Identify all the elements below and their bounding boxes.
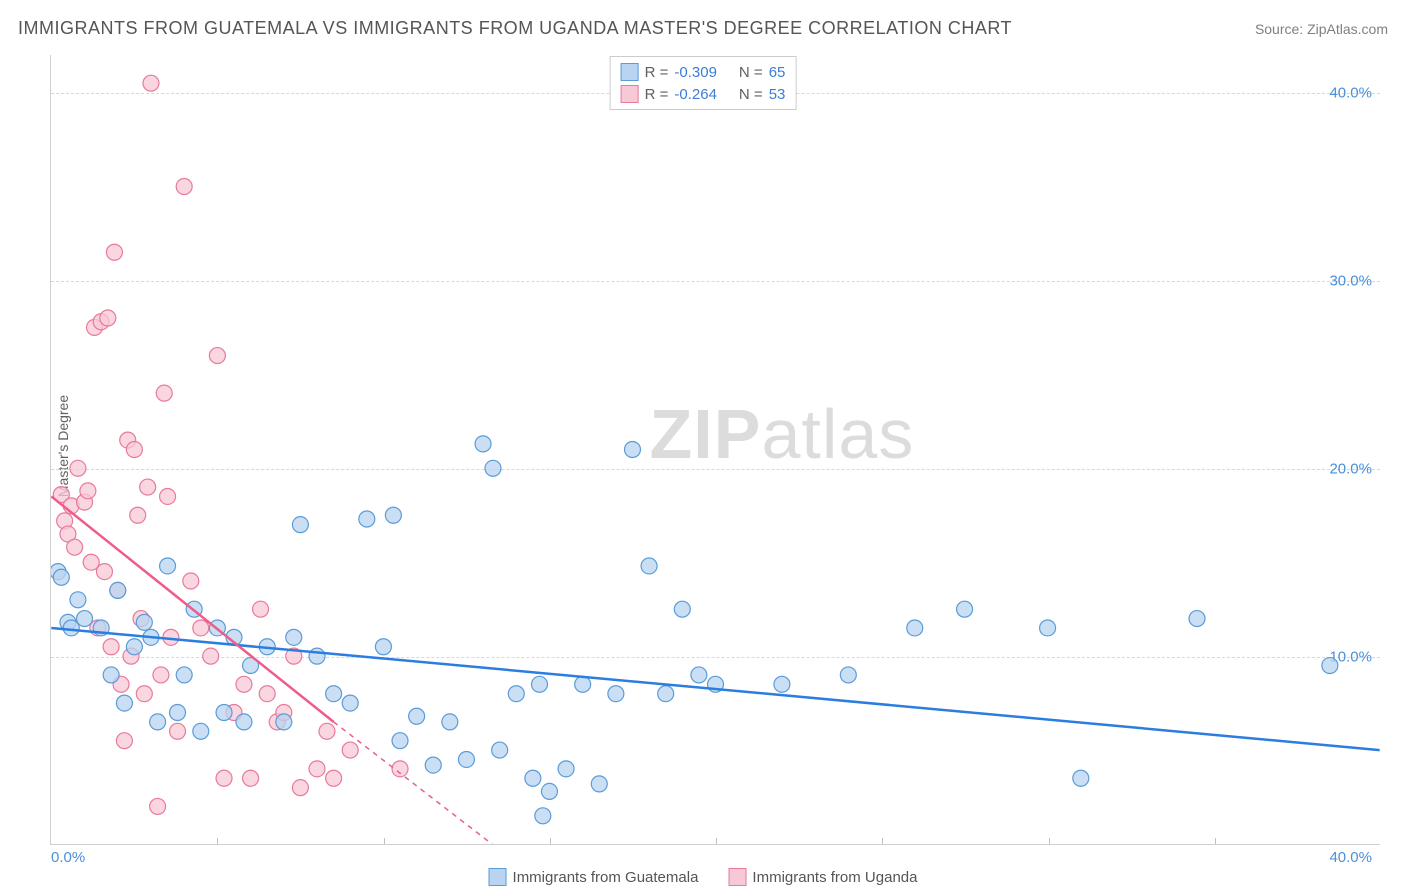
chart-svg	[51, 55, 1380, 844]
legend-item-uganda: Immigrants from Uganda	[728, 868, 917, 886]
swatch-uganda	[621, 85, 639, 103]
swatch-guatemala-icon	[489, 868, 507, 886]
swatch-uganda-icon	[728, 868, 746, 886]
chart-title: IMMIGRANTS FROM GUATEMALA VS IMMIGRANTS …	[18, 18, 1012, 39]
legend-stats-row-guatemala: R = -0.309 N = 65	[621, 61, 786, 83]
xtick-min: 0.0%	[51, 849, 85, 866]
legend-item-guatemala: Immigrants from Guatemala	[489, 868, 699, 886]
legend-stats-row-uganda: R = -0.264 N = 53	[621, 83, 786, 105]
legend-series: Immigrants from Guatemala Immigrants fro…	[489, 868, 918, 886]
legend-stats: R = -0.309 N = 65 R = -0.264 N = 53	[610, 56, 797, 110]
title-bar: IMMIGRANTS FROM GUATEMALA VS IMMIGRANTS …	[18, 18, 1388, 39]
plot-area: ZIPatlas 10.0%20.0%30.0%40.0%0.0%40.0%	[50, 55, 1380, 845]
source-credit: Source: ZipAtlas.com	[1255, 21, 1388, 37]
xtick-max: 40.0%	[1329, 849, 1372, 866]
swatch-guatemala	[621, 63, 639, 81]
